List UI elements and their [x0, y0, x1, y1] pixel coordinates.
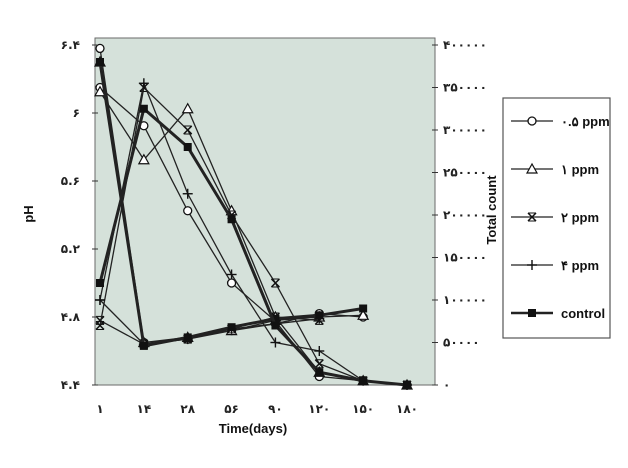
- y-axis-right-label: Total count: [484, 175, 499, 245]
- x-tick-label: ١۵٠: [352, 402, 374, 416]
- data-point-plus: [182, 188, 193, 199]
- data-point-triangle: [93, 85, 107, 97]
- data-point-circle: [183, 206, 193, 216]
- series-9: [96, 104, 411, 389]
- legend-item: control: [511, 306, 605, 321]
- legend-item: ۴ ppm: [511, 258, 599, 273]
- legend-label: ۴ ppm: [561, 258, 599, 273]
- data-point-square: [227, 323, 236, 332]
- data-point-x: [95, 320, 105, 331]
- series-line: [98, 106, 408, 387]
- y-right-tick-label: ٣٠٠٠٠٠: [443, 123, 487, 137]
- data-point-circle: [95, 43, 105, 54]
- data-point-triangle: [357, 309, 370, 320]
- y-left-tick-label: ۶: [73, 106, 80, 120]
- legend-item: ١ ppm: [511, 162, 599, 177]
- x-tick-label: ١: [96, 402, 103, 416]
- data-point-plus: [314, 346, 325, 356]
- legend-item: ٢ ppm: [511, 210, 599, 225]
- y-left-tick-label: ۴.٨: [61, 310, 81, 324]
- legend-marker-circle: [527, 116, 537, 126]
- data-point-square: [271, 314, 280, 323]
- x-tick-label: ٢٨: [180, 402, 195, 416]
- data-point-square: [96, 58, 104, 66]
- data-point-triangle: [137, 153, 150, 165]
- x-tick-label: ٩٠: [268, 402, 283, 416]
- y-right-tick-label: ۴٠٠٠٠٠: [443, 38, 487, 52]
- data-point-plus: [226, 269, 237, 280]
- y-axis-left-label: pH: [21, 205, 36, 222]
- x-tick-label: ١۴: [137, 402, 152, 416]
- data-point-square: [183, 333, 192, 342]
- data-point-x: [183, 125, 193, 135]
- legend-marker-plus: [527, 260, 537, 270]
- data-point-square: [359, 304, 368, 313]
- legend-marker-triangle: [525, 162, 539, 174]
- y-left-tick-label: ۵.٢: [61, 242, 81, 256]
- x-tick-label: ۵۶: [224, 402, 239, 416]
- legend-label: ٢ ppm: [561, 210, 599, 225]
- legend-marker-square: [528, 309, 536, 317]
- legend-label: ١ ppm: [561, 162, 599, 177]
- data-point-plus: [138, 78, 149, 89]
- data-point-square: [315, 311, 324, 320]
- series-line: [99, 80, 408, 386]
- x-tick-label: ١٨٠: [396, 402, 418, 416]
- legend: ٠.۵ ppm ١ ppm ٢ ppm ۴ ppm control: [511, 114, 610, 321]
- data-point-plus: [95, 295, 105, 305]
- y-right-tick-label: ١٠٠٠٠٠: [443, 293, 487, 307]
- y-right-tick-label: ٣۵٠٠٠٠: [443, 81, 487, 95]
- data-point-square: [139, 104, 148, 113]
- y-right-tick-label: ١۵٠٠٠٠: [443, 251, 487, 265]
- y-left-tick-label: ۶.۴: [61, 38, 80, 52]
- y-left-tick-label: ۴.۴: [61, 378, 80, 392]
- y-left-tick-label: ۵.۶: [61, 174, 80, 188]
- data-point-circle: [226, 278, 237, 288]
- tick-layer: ١ ١۴ ٢٨ ۵۶ ٩٠ ١٢٠ ١۵٠ ١٨٠ ۴.۴ ۴.٨ ۵.٢ ۵.۶ ۶ ۶.۴ ٠ ۵٠٠٠٠…: [61, 38, 487, 416]
- legend-label: control: [561, 306, 605, 321]
- legend-box: [502, 97, 611, 339]
- y-right-tick-label: ٢٠٠٠٠٠: [443, 208, 487, 222]
- data-point-square: [96, 279, 104, 287]
- data-point-square: [315, 368, 324, 377]
- data-point-square: [359, 376, 368, 385]
- x-axis-label: Time(days): [219, 421, 287, 436]
- legend-item: ٠.۵ ppm: [511, 114, 610, 129]
- data-point-square: [403, 381, 411, 389]
- data-point-plus: [270, 337, 281, 348]
- legend-marker-x: [527, 212, 537, 222]
- data-point-square: [227, 215, 236, 224]
- data-point-x: [270, 278, 280, 288]
- y-right-tick-label: ۵٠٠٠٠: [443, 336, 480, 350]
- y-right-tick-label: ٠: [443, 378, 450, 392]
- x-tick-label: ١٢٠: [308, 402, 330, 416]
- series-layer: [93, 43, 414, 390]
- y-right-tick-label: ٢۵٠٠٠٠: [443, 166, 487, 180]
- data-point-square: [139, 341, 148, 350]
- data-point-triangle: [181, 102, 194, 114]
- data-point-square: [271, 321, 280, 330]
- series-line: [99, 299, 320, 345]
- data-point-square: [183, 143, 192, 151]
- series-8: [96, 58, 368, 350]
- legend-label: ٠.۵ ppm: [561, 114, 610, 129]
